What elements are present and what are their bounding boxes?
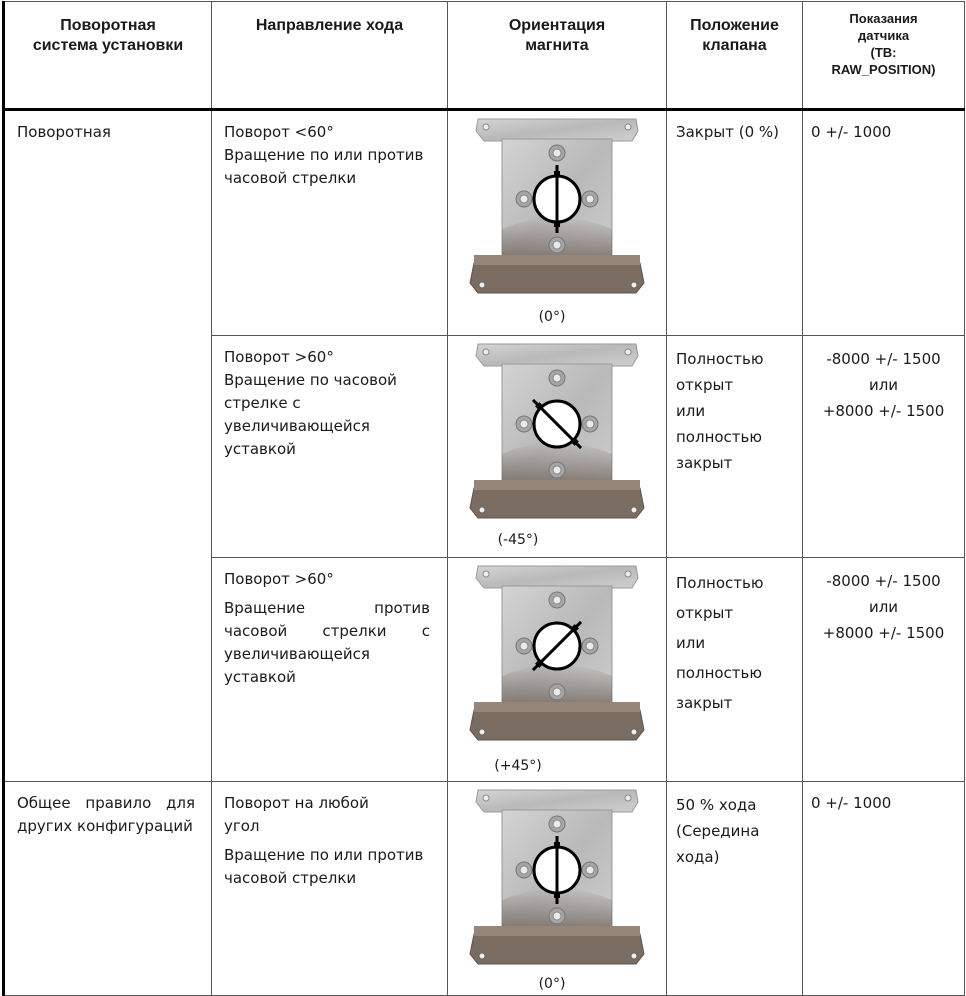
header-rotary-system: Поворотная система установки [2,1,212,111]
magnet-angle-label: (-45°) [497,532,539,548]
direction-cell: Поворот на любой угол Вращение по или пр… [211,781,448,996]
bracket-drawing [469,789,645,965]
bracket-drawing [469,343,645,519]
sensor-cell: 0 +/- 1000 [802,109,965,336]
table-row: Поворотная Поворот <60° Вращение по или … [2,109,965,782]
magnet-image-cell: (-45°) [447,335,667,558]
direction-cell: Поворот >60° Вращение по часовой стрелке… [211,335,448,558]
group-general-rule: Общее правило для других конфигураций [2,781,212,996]
header-valve-position: Положение клапана [666,1,803,111]
header-magnet-orientation: Ориентация магнита [447,1,667,111]
header-sensor-reading: Показания датчика (TB: RAW_POSITION) [802,1,965,111]
magnet-icon [531,398,583,450]
magnet-bracket-image [469,789,645,965]
sensor-cell: -8000 +/- 1500 или +8000 +/- 1500 [802,557,965,782]
table-row: Общее правило для других конфигураций По… [2,781,965,996]
magnet-image-cell: (0°) [447,109,667,336]
magnet-bracket-image [469,343,645,519]
magnet-icon [532,165,582,233]
magnet-icon [532,836,582,904]
direction-cell: Поворот <60° Вращение по или против часо… [211,109,448,336]
header-travel-direction: Направление хода [211,1,448,111]
direction-cell: Поворот >60° Вращение против часовой стр… [211,557,448,782]
magnet-image-cell: (0°) [447,781,667,996]
header-row: Поворотная система установки Направление … [2,1,965,111]
group-rotary: Поворотная [2,109,212,782]
valve-cell: Полностью открыт или полностью закрыт [666,335,803,558]
magnet-bracket-image [469,118,645,294]
sensor-cell: 0 +/- 1000 [802,781,965,996]
valve-cell: 50 % хода (Середина хода) [666,781,803,996]
valve-cell: Полностью открыт или полностью закрыт [666,557,803,782]
magnet-image-cell: (+45°) [447,557,667,782]
table-row: Поворот >60° Вращение по часовой стрелке… [4,335,965,558]
magnet-angle-label: (+45°) [494,758,542,774]
table-row: Поворот >60° Вращение против часовой стр… [4,557,965,782]
magnet-bracket-image [469,565,645,741]
bracket-drawing [469,565,645,741]
sensor-cell: -8000 +/- 1500 или +8000 +/- 1500 [802,335,965,558]
magnet-angle-label: (0°) [538,309,566,325]
bracket-drawing [469,118,645,294]
valve-cell: Закрыт (0 %) [666,109,803,336]
magnet-angle-label: (0°) [538,976,566,992]
